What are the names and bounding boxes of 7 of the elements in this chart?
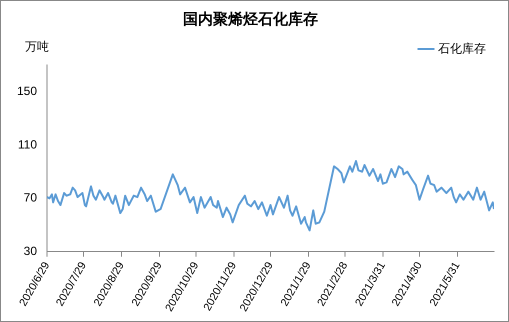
y-tick-label: 30: [24, 244, 38, 258]
y-tick-label: 150: [16, 84, 38, 98]
legend-label: 石化库存: [438, 41, 486, 56]
chart-title: 国内聚烯烃石化库存: [183, 10, 318, 28]
y-tick-label: 70: [24, 190, 38, 205]
y-axis-title: 万吨: [25, 39, 50, 54]
y-tick-label: 110: [18, 137, 38, 152]
